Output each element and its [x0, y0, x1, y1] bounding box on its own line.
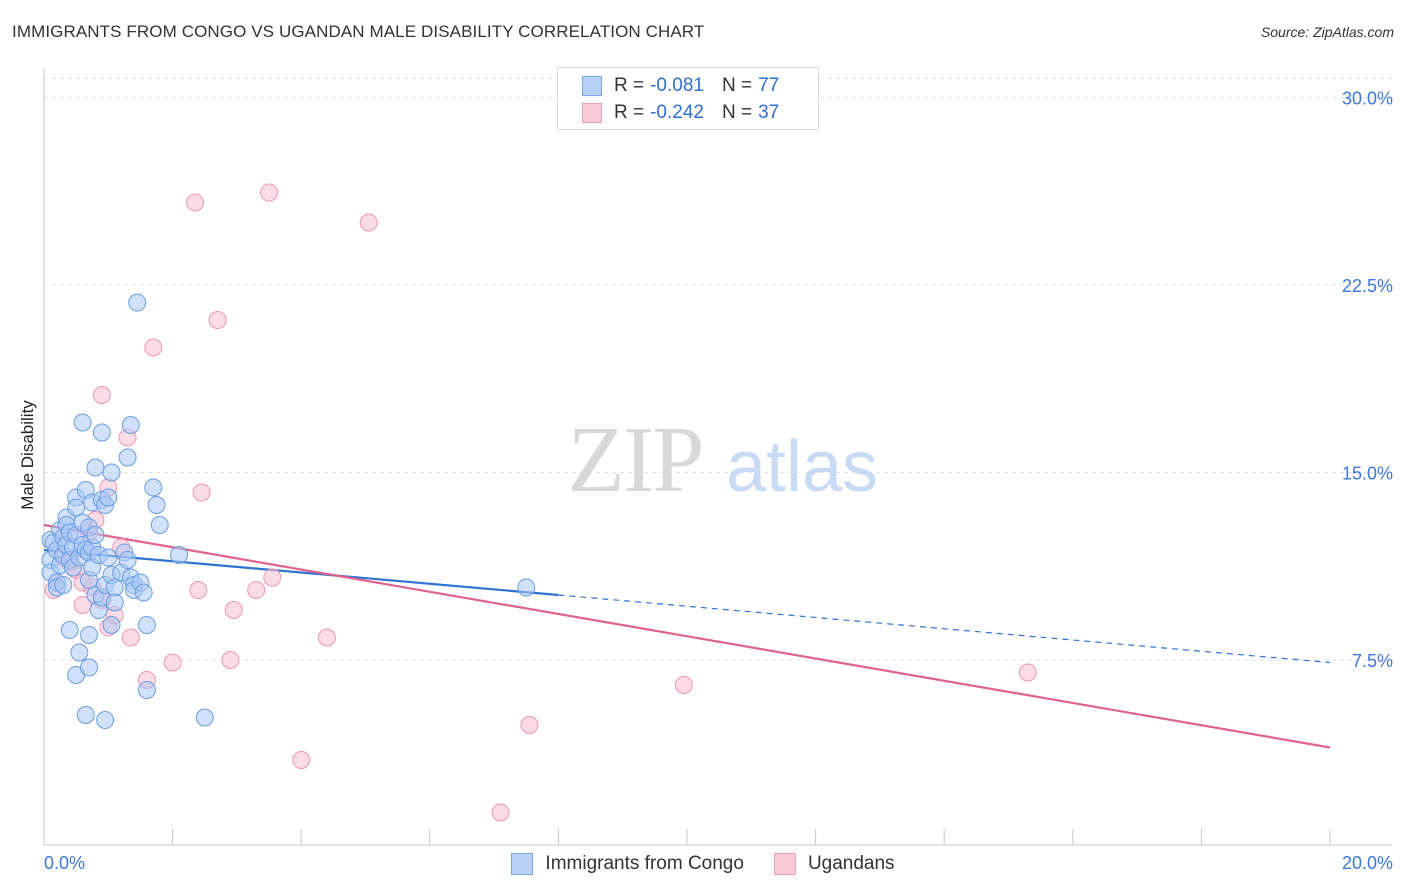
data-point-congo	[60, 621, 79, 639]
data-point-congo	[137, 681, 156, 699]
legend-row-ugandans: R = -0.242 N = 37	[582, 100, 779, 126]
r-label: R =	[614, 75, 645, 96]
data-point-congo	[70, 643, 89, 662]
tick-labels: 7.5% 15.0% 22.5% 30.0% 0.0% 20.0%	[44, 89, 1393, 874]
data-point-congo	[150, 516, 169, 534]
data-point-congo	[105, 593, 124, 612]
legend-label-ugandans: Ugandans	[807, 853, 895, 874]
x-tick-label-max: 20.0%	[1342, 853, 1393, 873]
data-point-congo	[118, 448, 137, 467]
data-point-congo	[102, 463, 121, 482]
trend-lines	[43, 523, 1331, 749]
data-point-congo	[99, 488, 118, 507]
legend-swatch-congo	[511, 853, 534, 875]
gridlines	[44, 77, 1392, 661]
y-tick-label: 15.0%	[1342, 464, 1393, 484]
data-point-congo	[144, 478, 163, 497]
data-point-ugandans	[224, 601, 243, 619]
legend-label-congo: Immigrants from Congo	[545, 853, 744, 874]
n-value-congo: 77	[758, 75, 780, 96]
data-point-congo	[80, 658, 99, 677]
data-points	[41, 183, 1037, 822]
series-legend: Immigrants from Congo Ugandans	[0, 851, 1406, 877]
data-point-congo	[170, 546, 189, 564]
data-point-congo	[76, 706, 95, 724]
x-tick-label-min: 0.0%	[44, 853, 85, 873]
data-point-ugandans	[208, 311, 227, 329]
r-value-congo: -0.081	[650, 75, 704, 96]
data-point-congo	[92, 423, 111, 442]
data-point-congo	[102, 616, 121, 634]
legend-item-congo: Immigrants from Congo	[511, 853, 744, 875]
data-point-ugandans	[192, 483, 211, 502]
data-point-ugandans	[491, 803, 510, 822]
data-point-congo	[118, 551, 137, 569]
data-point-ugandans	[674, 676, 693, 694]
n-label: N =	[721, 75, 753, 96]
data-point-ugandans	[73, 596, 92, 614]
legend-swatch-ugandans	[582, 103, 602, 123]
data-point-congo	[128, 293, 147, 312]
data-point-ugandans	[520, 716, 539, 734]
y-tick-label: 30.0%	[1342, 89, 1393, 109]
axes	[43, 68, 1392, 846]
data-point-congo	[99, 548, 118, 567]
legend-swatch-ugandans	[773, 853, 796, 875]
data-point-ugandans	[189, 581, 208, 599]
data-point-congo	[147, 496, 166, 514]
data-point-ugandans	[144, 338, 163, 357]
data-point-congo	[137, 616, 156, 634]
data-point-congo	[86, 458, 105, 477]
n-label: N =	[721, 102, 753, 123]
y-tick-label: 22.5%	[1342, 276, 1393, 296]
data-point-ugandans	[263, 568, 282, 587]
watermark-zip: ZIP	[568, 408, 703, 512]
data-point-ugandans	[260, 183, 279, 202]
data-point-ugandans	[292, 751, 311, 769]
data-point-ugandans	[121, 628, 140, 647]
data-point-ugandans	[359, 213, 378, 232]
data-point-congo	[67, 498, 86, 517]
data-point-congo	[96, 711, 115, 729]
data-point-ugandans	[92, 386, 111, 404]
data-point-ugandans	[317, 628, 336, 647]
data-point-congo	[517, 578, 536, 597]
data-point-ugandans	[1018, 663, 1037, 682]
data-point-congo	[73, 413, 92, 432]
legend-row-congo: R = -0.081 N = 77	[582, 73, 779, 99]
n-value-ugandans: 37	[758, 102, 780, 123]
data-point-ugandans	[247, 581, 266, 599]
watermark-atlas: atlas	[726, 427, 878, 507]
data-point-congo	[195, 708, 214, 727]
data-point-ugandans	[221, 651, 240, 669]
y-tick-label: 7.5%	[1352, 651, 1393, 671]
data-point-ugandans	[163, 653, 182, 672]
data-point-ugandans	[186, 193, 205, 212]
chart-title: IMMIGRANTS FROM CONGO VS UGANDAN MALE DI…	[12, 22, 705, 41]
source-label: Source: ZipAtlas.com	[1260, 24, 1394, 40]
data-point-congo	[86, 526, 105, 544]
data-point-congo	[134, 583, 153, 602]
legend-swatch-congo	[582, 76, 602, 96]
legend-item-ugandans: Ugandans	[773, 853, 895, 875]
r-label: R =	[614, 102, 645, 123]
data-point-congo	[121, 416, 140, 434]
trend-line-congo-extension	[558, 594, 1331, 664]
data-point-congo	[54, 576, 73, 594]
data-point-congo	[105, 578, 124, 597]
data-point-congo	[80, 626, 99, 644]
correlation-legend: R = -0.081 N = 77 R = -0.242 N = 37	[557, 67, 819, 130]
trend-line-ugandans	[43, 523, 1331, 749]
r-value-ugandans: -0.242	[650, 102, 704, 123]
